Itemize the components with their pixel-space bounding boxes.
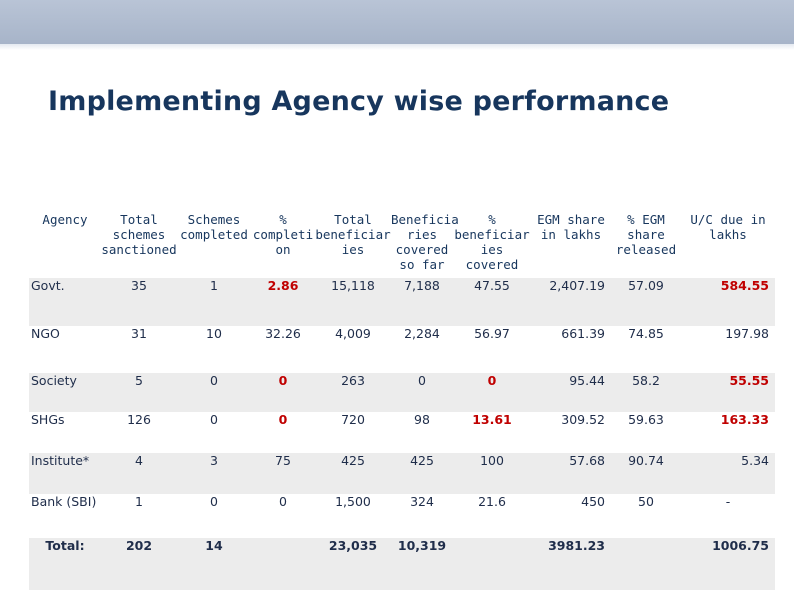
header-band-fade: [0, 44, 794, 50]
cell-total-ben: 4,009: [315, 326, 391, 373]
cell-agency: Bank (SBI): [29, 494, 101, 538]
cell-agency: SHGs: [29, 412, 101, 453]
performance-table-container: Agency Total schemes sanctioned Schemes …: [29, 204, 775, 592]
header-beneficiaries-covered: Beneficia ries covered so far: [391, 204, 459, 278]
cell-pct-completion: 0: [251, 412, 315, 453]
cell-egm: 450: [531, 494, 611, 538]
cell-pct-egm: 57.09: [611, 278, 681, 326]
cell-pct-egm: 90.74: [611, 453, 681, 494]
cell-uc: 55.55: [681, 373, 775, 412]
cell-total: 35: [101, 278, 177, 326]
cell-total-completed: 14: [177, 538, 251, 590]
cell-pct-completion: 75: [251, 453, 315, 494]
table-row: Institute* 4 3 75 425 425 100 57.68 90.7…: [29, 453, 775, 494]
cell-total: 1: [101, 494, 177, 538]
cell-pct-completion: 2.86: [251, 278, 315, 326]
table-row: NGO 31 10 32.26 4,009 2,284 56.97 661.39…: [29, 326, 775, 373]
cell-total-ben-covered: 10,319: [391, 538, 453, 590]
cell-pct-completion: 0: [251, 373, 315, 412]
table-row: Society 5 0 0 263 0 0 95.44 58.2 55.55: [29, 373, 775, 412]
cell-total: 5: [101, 373, 177, 412]
header-schemes-completed: Schemes completed: [177, 204, 251, 278]
cell-ben-covered: 2,284: [391, 326, 453, 373]
cell-pct-ben: 56.97: [453, 326, 531, 373]
cell-completed: 1: [177, 278, 251, 326]
header-pct-completion: % completi on: [251, 204, 315, 278]
cell-pct-egm: 58.2: [611, 373, 681, 412]
slide-title: Implementing Agency wise performance: [48, 86, 670, 117]
cell-total-pct-egm: [611, 538, 681, 590]
cell-total-egm: 3981.23: [531, 538, 611, 590]
cell-pct-completion: 0: [251, 494, 315, 538]
cell-total-beneficiaries: 23,035: [315, 538, 391, 590]
cell-completed: 10: [177, 326, 251, 373]
table-row: Bank (SBI) 1 0 0 1,500 324 21.6 450 50 -: [29, 494, 775, 538]
performance-table: Agency Total schemes sanctioned Schemes …: [29, 204, 775, 590]
cell-uc: 163.33: [681, 412, 775, 453]
cell-pct-egm: 59.63: [611, 412, 681, 453]
cell-total-ben: 425: [315, 453, 391, 494]
cell-agency: Institute*: [29, 453, 101, 494]
cell-pct-ben: 21.6: [453, 494, 531, 538]
cell-egm: 95.44: [531, 373, 611, 412]
cell-completed: 0: [177, 494, 251, 538]
cell-pct-egm: 50: [611, 494, 681, 538]
cell-uc: 197.98: [681, 326, 775, 373]
cell-total-ben: 1,500: [315, 494, 391, 538]
total-row: Total: 202 14 23,035 10,319 3981.23 1006…: [29, 538, 775, 590]
cell-total: 31: [101, 326, 177, 373]
cell-total: 126: [101, 412, 177, 453]
slide-header-band: [0, 0, 794, 50]
header-agency: Agency: [29, 204, 101, 278]
cell-egm: 309.52: [531, 412, 611, 453]
cell-ben-covered: 7,188: [391, 278, 453, 326]
cell-total-ben: 263: [315, 373, 391, 412]
cell-completed: 0: [177, 373, 251, 412]
header-total-schemes: Total schemes sanctioned: [101, 204, 177, 278]
header-total-beneficiaries: Total beneficiar ies: [315, 204, 391, 278]
header-egm-share: EGM share in lakhs: [531, 204, 611, 278]
cell-pct-completion: 32.26: [251, 326, 315, 373]
table-row: Govt. 35 1 2.86 15,118 7,188 47.55 2,407…: [29, 278, 775, 326]
cell-ben-covered: 0: [391, 373, 453, 412]
cell-ben-covered: 324: [391, 494, 453, 538]
cell-pct-ben: 13.61: [453, 412, 531, 453]
cell-completed: 0: [177, 412, 251, 453]
cell-total-schemes: 202: [101, 538, 177, 590]
cell-egm: 2,407.19: [531, 278, 611, 326]
cell-egm: 57.68: [531, 453, 611, 494]
header-pct-egm-released: % EGM share released: [611, 204, 681, 278]
cell-pct-egm: 74.85: [611, 326, 681, 373]
cell-total-pct-ben: [453, 538, 531, 590]
cell-pct-ben: 47.55: [453, 278, 531, 326]
cell-uc: -: [681, 494, 775, 538]
cell-agency: Govt.: [29, 278, 101, 326]
cell-uc: 584.55: [681, 278, 775, 326]
header-row: Agency Total schemes sanctioned Schemes …: [29, 204, 775, 278]
cell-ben-covered: 425: [391, 453, 453, 494]
cell-completed: 3: [177, 453, 251, 494]
cell-uc: 5.34: [681, 453, 775, 494]
table-row: SHGs 126 0 0 720 98 13.61 309.52 59.63 1…: [29, 412, 775, 453]
cell-ben-covered: 98: [391, 412, 453, 453]
header-pct-beneficiaries: % beneficiar ies covered: [453, 204, 531, 278]
cell-agency: NGO: [29, 326, 101, 373]
cell-pct-ben: 0: [453, 373, 531, 412]
cell-total-label: Total:: [29, 538, 101, 590]
cell-total-ben: 720: [315, 412, 391, 453]
cell-pct-ben: 100: [453, 453, 531, 494]
cell-total-ben: 15,118: [315, 278, 391, 326]
header-uc-due: U/C due in lakhs: [681, 204, 775, 278]
cell-agency: Society: [29, 373, 101, 412]
cell-total-pct-completion: [251, 538, 315, 590]
cell-total-uc: 1006.75: [681, 538, 775, 590]
cell-total: 4: [101, 453, 177, 494]
cell-egm: 661.39: [531, 326, 611, 373]
